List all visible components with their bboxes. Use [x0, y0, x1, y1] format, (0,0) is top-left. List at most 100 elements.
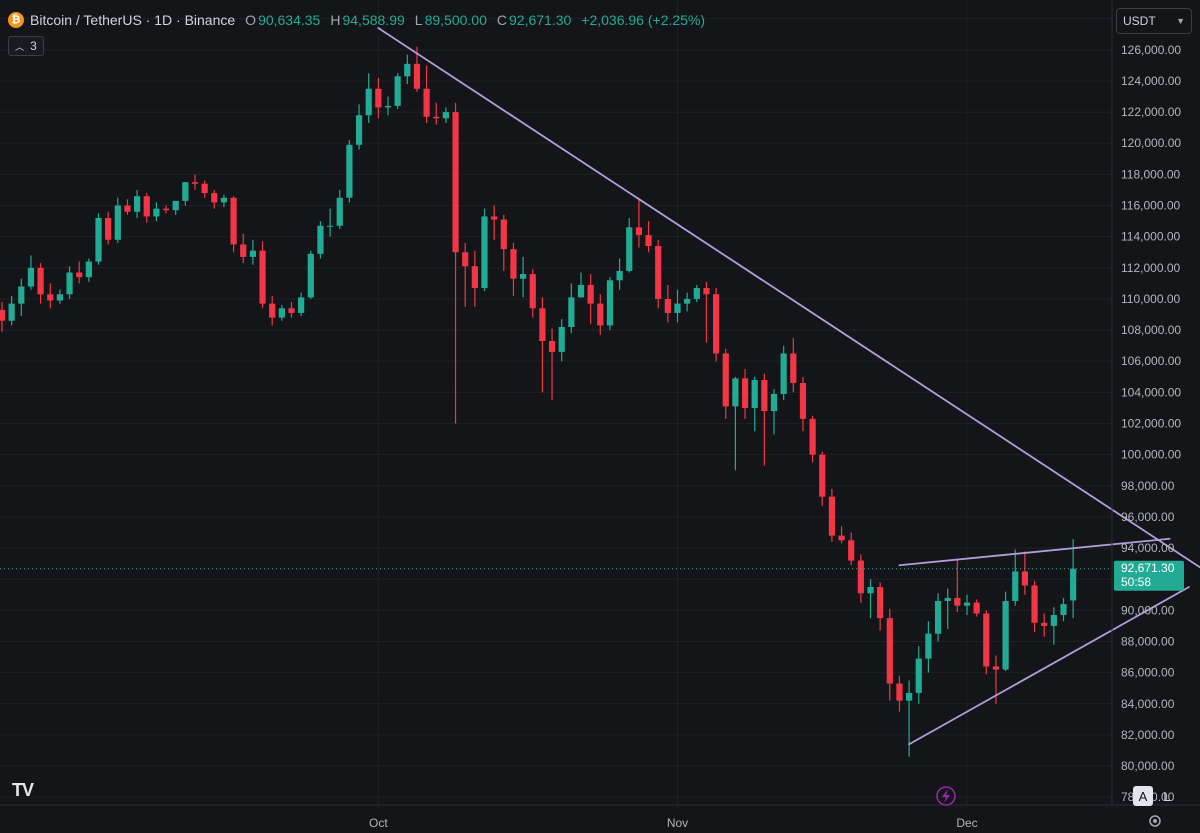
lightning-icon[interactable] — [936, 786, 956, 806]
candle-body — [288, 308, 295, 313]
candle-body — [143, 196, 150, 217]
change-value: +2,036.96 (+2.25%) — [581, 12, 706, 28]
time-tick-label: Oct — [369, 816, 388, 830]
currency-select[interactable]: USDT ▼ — [1116, 8, 1192, 34]
candle-body — [220, 197, 228, 203]
candle-body — [626, 227, 633, 271]
auto-scale-label: A — [1138, 788, 1148, 804]
candle-body — [857, 560, 864, 594]
candle-body — [838, 535, 845, 541]
candle-body — [713, 294, 720, 354]
price-tick-label: 120,000.00 — [1121, 136, 1181, 150]
candle-body — [558, 326, 565, 352]
open-value: 90,634.35 — [258, 12, 321, 28]
candle-body — [134, 196, 141, 212]
candle-body — [365, 88, 372, 116]
candle-body — [983, 613, 990, 667]
candle-body — [1060, 604, 1067, 616]
candle-body — [298, 297, 305, 313]
settings-gear-icon[interactable] — [1149, 815, 1161, 827]
candle-body — [249, 250, 256, 257]
candle-body — [384, 105, 392, 108]
time-axis[interactable]: Oct Nov Dec — [369, 816, 978, 830]
candle-body — [355, 115, 363, 145]
open-label: O — [245, 12, 257, 28]
candle-body — [191, 182, 199, 184]
candle-body — [1070, 568, 1077, 601]
countdown-label: 50:58 — [1121, 575, 1151, 589]
price-tick-label: 90,000.00 — [1121, 603, 1175, 617]
candle-body — [548, 340, 556, 352]
price-tick-label: 112,000.00 — [1121, 261, 1180, 275]
high-label: H — [330, 12, 341, 28]
candle-body — [240, 244, 247, 257]
candle-body — [635, 227, 642, 236]
candle-body — [606, 280, 614, 326]
candlestick-series[interactable] — [0, 46, 1077, 757]
grid-lines — [0, 0, 1112, 805]
upper-wedge-line — [898, 537, 1171, 567]
price-tick-label: 98,000.00 — [1121, 479, 1175, 493]
candle-body — [269, 303, 276, 318]
candle-body — [799, 383, 807, 419]
log-scale-label: L — [1163, 788, 1171, 804]
candle-body — [674, 303, 681, 313]
candle-body — [124, 205, 131, 212]
current-price-label: 92,671.30 — [1121, 561, 1175, 575]
candle-body — [278, 308, 285, 318]
time-tick-label: Nov — [667, 816, 688, 830]
candle-body — [915, 658, 922, 693]
candle-body — [520, 274, 527, 279]
candle-body — [741, 378, 749, 408]
candle-body — [819, 454, 826, 497]
candle-body — [201, 183, 208, 194]
candle-body — [693, 288, 700, 299]
trendlines[interactable] — [377, 27, 1200, 746]
candle-body — [906, 692, 913, 701]
candle-body — [934, 601, 942, 634]
price-tick-label: 126,000.00 — [1121, 43, 1181, 57]
time-tick-label: Dec — [956, 816, 977, 830]
candle-body — [452, 112, 459, 253]
candle-body — [8, 303, 15, 321]
candle-body — [780, 353, 787, 394]
high-value: 94,588.99 — [342, 12, 405, 28]
indicators-toggle-button[interactable]: ︿ 3 — [8, 36, 44, 56]
price-tick-label: 116,000.00 — [1121, 199, 1180, 213]
price-tick-label: 104,000.00 — [1121, 385, 1181, 399]
low-label: L — [414, 12, 423, 28]
auto-scale-button[interactable]: A — [1133, 786, 1153, 806]
price-tick-label: 122,000.00 — [1121, 105, 1181, 119]
candle-body — [529, 274, 536, 309]
candle-body — [568, 297, 575, 327]
candle-body — [770, 393, 778, 412]
candle-body — [153, 208, 160, 217]
bitcoin-icon[interactable]: ₿ — [8, 12, 24, 28]
price-tick-label: 80,000.00 — [1121, 759, 1175, 773]
candle-body — [66, 272, 73, 295]
candle-body — [809, 418, 816, 455]
candle-body — [162, 208, 170, 211]
candle-body — [577, 284, 585, 298]
log-scale-button[interactable]: L — [1157, 786, 1177, 806]
price-tick-label: 94,000.00 — [1121, 541, 1175, 555]
tradingview-logo-icon[interactable]: TV — [12, 780, 34, 800]
candle-body — [751, 379, 758, 408]
price-tick-label: 108,000.00 — [1121, 323, 1181, 337]
candle-body — [172, 200, 179, 211]
candle-body — [182, 182, 189, 201]
candle-body — [896, 683, 903, 701]
candle-body — [105, 217, 112, 240]
close-value: 92,671.30 — [509, 12, 572, 28]
symbol-title[interactable]: Bitcoin / TetherUS · 1D · Binance — [30, 12, 236, 28]
candle-body — [394, 76, 401, 106]
candle-body — [1041, 622, 1048, 626]
current-price-tag: 92,671.30 50:58 — [1114, 560, 1184, 591]
candle-body — [211, 193, 218, 203]
indicators-count: 3 — [30, 39, 37, 53]
candle-body — [471, 266, 478, 289]
candle-body — [992, 666, 1000, 670]
candle-body — [848, 540, 855, 561]
candle-body — [597, 303, 604, 326]
